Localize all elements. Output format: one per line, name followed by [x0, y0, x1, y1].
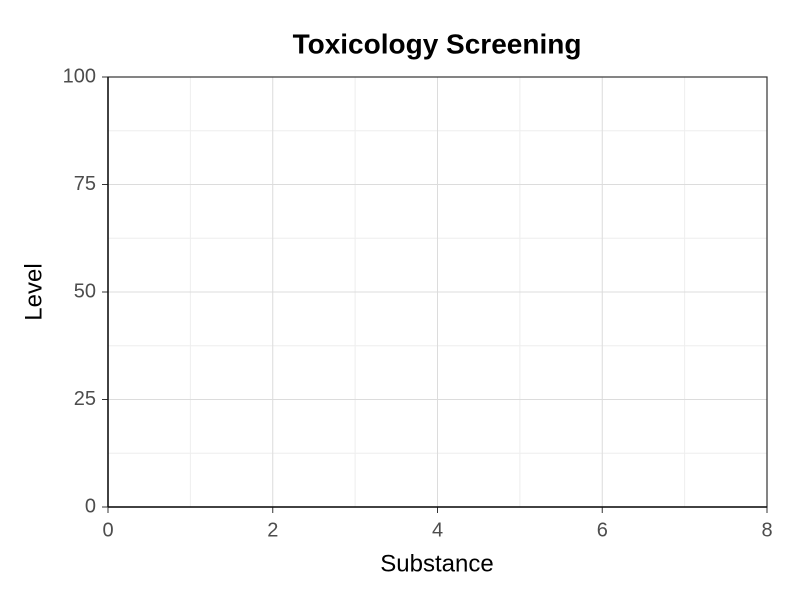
x-tick-label: 6: [597, 519, 608, 541]
x-tick-label: 4: [432, 519, 443, 541]
y-axis-label: Level: [20, 263, 47, 320]
x-tick-label: 2: [267, 519, 278, 541]
x-axis-label: Substance: [380, 550, 493, 577]
y-tick-label: 0: [85, 495, 96, 517]
y-tick-label: 50: [74, 280, 96, 302]
y-tick-label: 100: [63, 65, 96, 87]
y-tick-label: 25: [74, 388, 96, 410]
x-tick-label: 8: [761, 519, 772, 541]
x-tick-label: 0: [102, 519, 113, 541]
y-tick-label: 75: [74, 173, 96, 195]
chart-title: Toxicology Screening: [293, 28, 582, 59]
